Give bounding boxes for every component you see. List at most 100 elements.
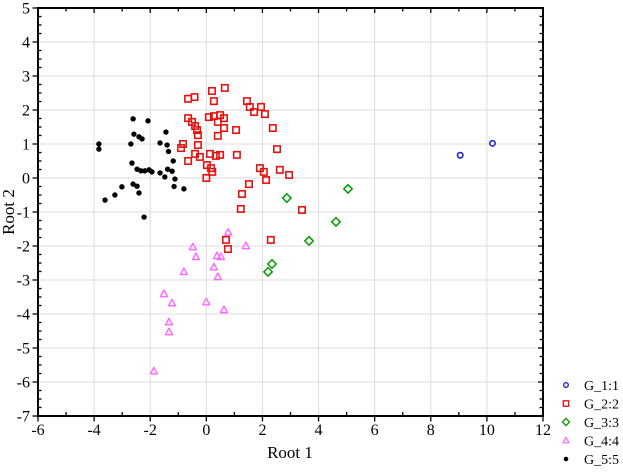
data-point [129,160,135,166]
data-point [96,141,102,147]
data-point [164,166,171,172]
legend-label: G_1:1 [584,379,619,394]
data-point [170,158,176,164]
chart-generated-content: -6 -4 -2 0 2 4 6 8 10 12543210-1-2-3-4-5-6-7G_1:1… [17,1,619,469]
data-point [184,157,193,166]
legend-label: G_5:5 [584,453,619,468]
y-tick-label: -5 [17,341,30,358]
series-G_3:3 [262,183,354,278]
y-tick-label: -2 [17,239,30,256]
x-tick-label: -6 [31,422,44,439]
data-point [179,267,189,276]
data-point [190,93,199,102]
x-tick-label: 12 [535,422,551,439]
data-point [149,366,159,375]
data-point [119,184,125,190]
data-point [208,167,217,176]
y-tick-labels: 5 4 3 2 1 0 -1 -2 -3 -4 -5 -6 -7 [17,1,30,426]
data-point [211,151,220,160]
series-G_4:4 [149,227,251,375]
x-tick-label: 0 [202,422,210,439]
data-point [136,190,142,196]
data-point [281,192,293,204]
data-point [209,97,218,106]
data-point [266,235,275,244]
y-tick-label: 2 [22,103,30,120]
data-point [193,131,202,140]
data-point [164,327,174,336]
data-point [134,183,140,189]
data-point [165,148,172,155]
data-point [96,146,102,152]
y-tick-label: -7 [17,409,30,426]
data-point [164,142,170,148]
data-point [244,180,253,189]
data-point [157,170,163,176]
data-point [142,168,148,174]
data-point [232,150,241,159]
legend-item: G_4:4 [562,435,619,450]
data-point [167,298,177,307]
data-point [191,252,201,261]
data-point [236,204,245,213]
data-point [172,176,178,182]
data-point [216,150,225,159]
x-tick-label: 8 [427,422,435,439]
x-tick-label: -4 [87,422,100,439]
plot-border [37,7,544,417]
data-point [262,176,271,185]
data-point [169,168,175,174]
data-point [223,245,232,254]
data-point [262,266,274,278]
x-axis-title: Root 1 [267,443,313,462]
data-point [237,189,246,198]
legend-marker-circle-open [563,382,569,388]
legend-label: G_4:4 [584,435,619,450]
data-point [193,141,202,150]
y-tick-label: -4 [17,307,30,324]
data-point [219,305,229,314]
data-point [202,297,211,306]
data-point [268,124,277,133]
legend-item: G_5:5 [563,453,619,468]
data-point [213,272,223,281]
data-point [220,83,229,92]
data-point [138,168,144,174]
y-tick-label: -3 [17,273,30,290]
x-tick-label: 10 [479,422,495,439]
data-point [259,167,268,176]
data-point [330,216,342,228]
data-point [191,121,200,130]
data-point [285,170,294,179]
data-point [221,235,230,244]
data-point [216,252,226,261]
series-G_1:1 [456,139,496,159]
data-point [112,192,118,198]
data-point [145,118,151,124]
data-point [260,110,269,119]
series-G_5:5 [96,116,187,220]
y-axis-title: Root 2 [0,189,18,235]
series-G_2:2 [177,83,307,254]
x-tick-label: 2 [258,422,266,439]
data-point [188,242,198,251]
data-point [204,113,213,122]
y-tick-label: -6 [17,375,30,392]
data-point [193,126,202,135]
data-point [207,86,216,95]
data-point [202,174,211,183]
data-point [164,317,174,326]
data-point [209,262,219,271]
data-point [266,258,278,270]
data-point [213,131,222,140]
data-point [232,126,241,135]
data-point [245,102,254,111]
x-tick-label: 6 [371,422,379,439]
legend-label: G_3:3 [584,416,619,431]
legend-marker-square-open [562,400,570,407]
data-point [303,235,315,247]
legend-item: G_3:3 [561,416,619,431]
data-point [163,129,169,135]
